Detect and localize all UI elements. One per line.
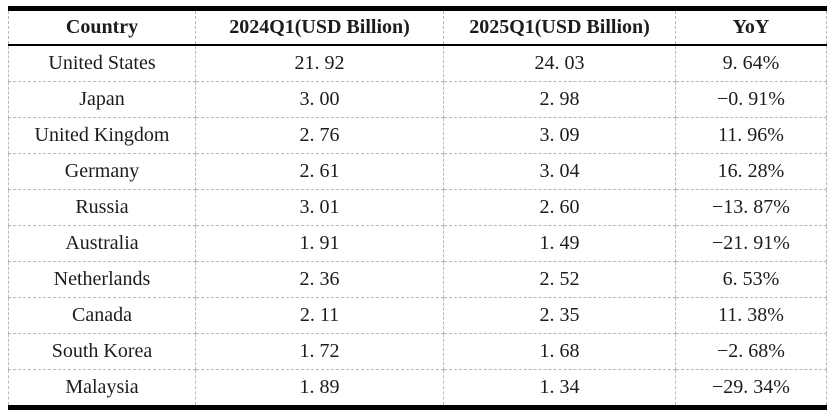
- cell-q1-2025: 1. 34: [443, 369, 676, 408]
- column-header-2024q1: 2024Q1(USD Billion): [195, 8, 444, 46]
- table-row: Australia 1. 91 1. 49 −21. 91%: [8, 225, 827, 262]
- cell-q1-2024: 2. 61: [195, 153, 444, 190]
- table-row: Netherlands 2. 36 2. 52 6. 53%: [8, 261, 827, 298]
- cell-country: Canada: [8, 297, 196, 334]
- table-row: Canada 2. 11 2. 35 11. 38%: [8, 297, 827, 334]
- cell-country: United Kingdom: [8, 117, 196, 154]
- cell-country: United States: [8, 44, 196, 82]
- cell-country: Netherlands: [8, 261, 196, 298]
- cell-yoy: 11. 38%: [675, 297, 827, 334]
- cell-country: Malaysia: [8, 369, 196, 408]
- cell-q1-2025: 2. 35: [443, 297, 676, 334]
- table-row: Russia 3. 01 2. 60 −13. 87%: [8, 189, 827, 226]
- cell-yoy: −0. 91%: [675, 81, 827, 118]
- cell-q1-2024: 3. 01: [195, 189, 444, 226]
- cell-yoy: 6. 53%: [675, 261, 827, 298]
- cell-country: Germany: [8, 153, 196, 190]
- cell-q1-2024: 1. 89: [195, 369, 444, 408]
- cell-q1-2025: 1. 68: [443, 333, 676, 370]
- column-header-country: Country: [8, 8, 196, 46]
- cell-country: Japan: [8, 81, 196, 118]
- cell-yoy: 16. 28%: [675, 153, 827, 190]
- table-row: Germany 2. 61 3. 04 16. 28%: [8, 153, 827, 190]
- cell-yoy: 9. 64%: [675, 44, 827, 82]
- table-row: Malaysia 1. 89 1. 34 −29. 34%: [8, 369, 827, 408]
- cell-q1-2024: 2. 76: [195, 117, 444, 154]
- cell-country: South Korea: [8, 333, 196, 370]
- cell-yoy: 11. 96%: [675, 117, 827, 154]
- gdp-comparison-table-container: Country 2024Q1(USD Billion) 2025Q1(USD B…: [8, 6, 827, 410]
- table-row: United States 21. 92 24. 03 9. 64%: [8, 44, 827, 82]
- cell-q1-2025: 2. 52: [443, 261, 676, 298]
- table-row: South Korea 1. 72 1. 68 −2. 68%: [8, 333, 827, 370]
- table-body: United States 21. 92 24. 03 9. 64% Japan 3. 0…: [8, 44, 827, 408]
- cell-country: Russia: [8, 189, 196, 226]
- cell-q1-2024: 1. 72: [195, 333, 444, 370]
- cell-q1-2024: 2. 36: [195, 261, 444, 298]
- cell-yoy: −13. 87%: [675, 189, 827, 226]
- cell-q1-2025: 2. 60: [443, 189, 676, 226]
- cell-country: Australia: [8, 225, 196, 262]
- cell-q1-2025: 24. 03: [443, 44, 676, 82]
- cell-q1-2025: 2. 98: [443, 81, 676, 118]
- cell-q1-2024: 3. 00: [195, 81, 444, 118]
- table-row: Japan 3. 00 2. 98 −0. 91%: [8, 81, 827, 118]
- cell-q1-2024: 2. 11: [195, 297, 444, 334]
- cell-q1-2025: 3. 04: [443, 153, 676, 190]
- table-header-row: Country 2024Q1(USD Billion) 2025Q1(USD B…: [8, 8, 827, 46]
- column-header-2025q1: 2025Q1(USD Billion): [443, 8, 676, 46]
- cell-q1-2025: 3. 09: [443, 117, 676, 154]
- cell-yoy: −21. 91%: [675, 225, 827, 262]
- cell-q1-2024: 21. 92: [195, 44, 444, 82]
- cell-yoy: −2. 68%: [675, 333, 827, 370]
- column-header-yoy: YoY: [675, 8, 827, 46]
- cell-yoy: −29. 34%: [675, 369, 827, 408]
- table-row: United Kingdom 2. 76 3. 09 11. 96%: [8, 117, 827, 154]
- cell-q1-2025: 1. 49: [443, 225, 676, 262]
- country-quarterly-usd-table: Country 2024Q1(USD Billion) 2025Q1(USD B…: [8, 6, 827, 410]
- cell-q1-2024: 1. 91: [195, 225, 444, 262]
